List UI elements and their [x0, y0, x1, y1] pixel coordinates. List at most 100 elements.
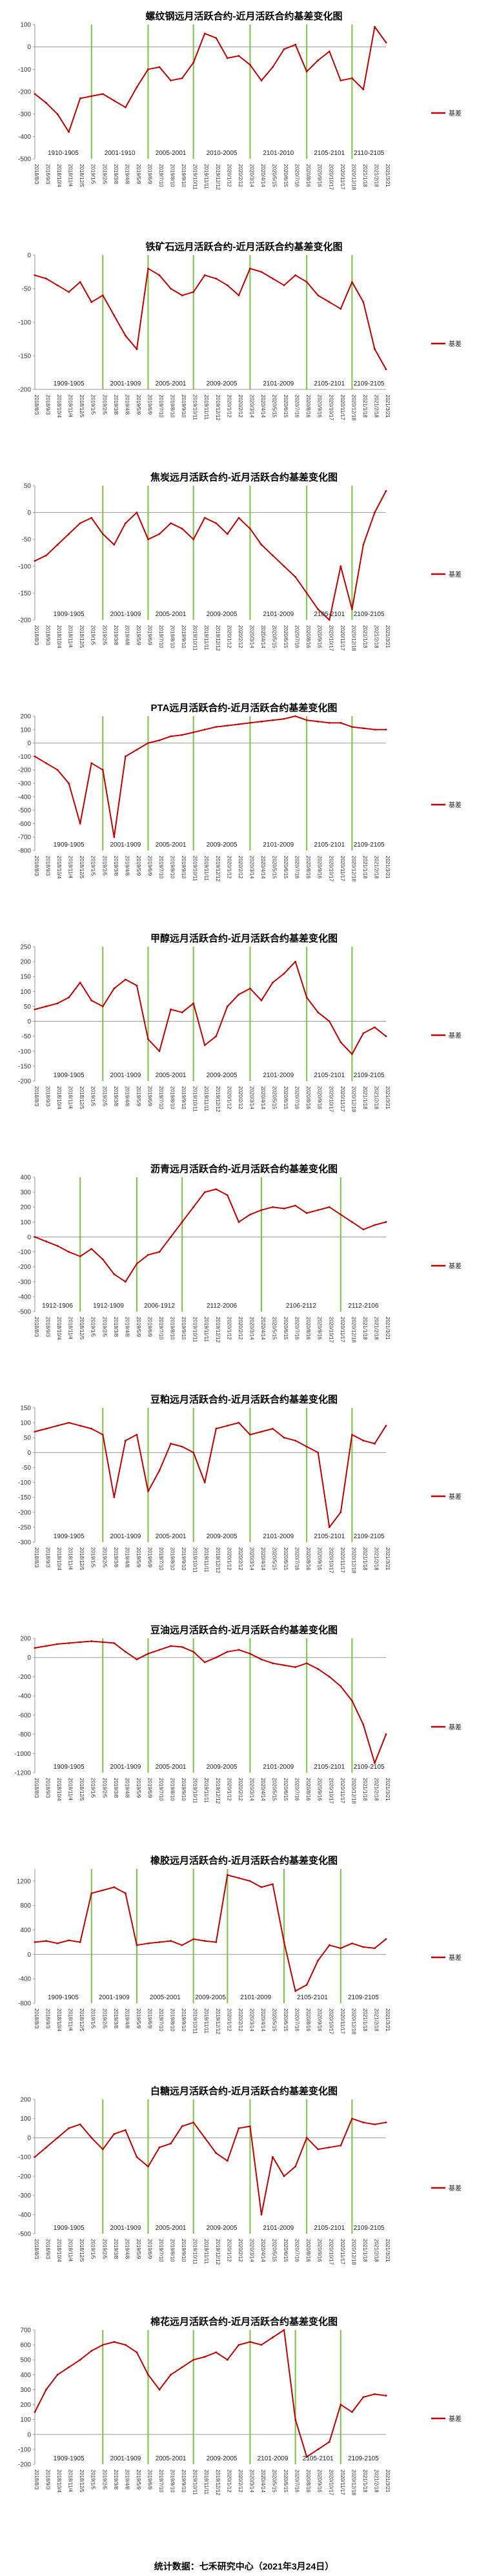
chart-title: 铁矿石远月活跃合约-近月活跃合约基差变化图: [145, 242, 343, 252]
data-point: [385, 489, 387, 492]
x-tick-label: 2020/3/14: [249, 395, 254, 418]
series-line: [34, 26, 387, 133]
x-tick-label: 2021/3/21: [385, 395, 391, 418]
x-tick-label: 2018/9/3: [45, 1547, 51, 1568]
x-tick-label: 2019/3/8: [113, 2469, 119, 2490]
y-tick-label: -800: [18, 848, 31, 855]
x-tick-label: 2020/5/15: [272, 164, 278, 187]
x-tick-label: 2018/11/4: [68, 2469, 74, 2493]
x-tick-label: 2020/12/18: [351, 2008, 356, 2035]
x-tick-label: 2020/4/14: [260, 2469, 266, 2493]
x-tick-label: 2019/2/5: [101, 1547, 107, 1568]
y-tick-label: 300: [20, 1190, 31, 1197]
x-tick-label: 2020/5/15: [272, 395, 278, 418]
y-tick-label: 250: [20, 944, 31, 951]
x-tick-label: 2019/6/9: [147, 2469, 152, 2490]
data-point: [328, 2440, 330, 2443]
data-point: [260, 720, 263, 723]
x-tick-label: 2018/10/4: [56, 1086, 62, 1109]
data-point: [374, 1026, 376, 1029]
y-tick-label: -500: [18, 156, 31, 163]
x-tick-label: 2019/2/5: [101, 1086, 107, 1107]
data-point: [294, 1439, 297, 1442]
data-point: [79, 2358, 81, 2361]
y-tick-label: 100: [20, 22, 31, 29]
chart-svg: -500 -400 -300 -200 -100 0 100 200 1909-1905 2001…: [18, 2097, 462, 2265]
x-tick-label: 2020/1/12: [226, 2239, 232, 2262]
x-tick-label: 2019/7/10: [158, 1317, 164, 1340]
data-point: [158, 2389, 161, 2391]
period-label: 2005-2001: [156, 1764, 187, 1771]
data-point: [90, 999, 93, 1002]
y-tick-label: -200: [18, 617, 31, 624]
x-tick-label: 2019/1/5: [90, 1086, 96, 1107]
period-label: 2105-2101: [314, 1072, 345, 1079]
y-tick-label: -400: [18, 1976, 31, 1983]
data-point: [238, 993, 240, 996]
x-tick-label: 2020/5/15: [272, 2008, 278, 2032]
data-point: [158, 1050, 161, 1053]
x-tick-label: 2021/2/18: [373, 395, 379, 418]
data-point: [317, 1451, 320, 1454]
data-point: [272, 982, 274, 984]
x-tick-label: 2019/9/10: [181, 856, 187, 879]
data-point: [351, 77, 353, 79]
x-tick-label: 2019/12/12: [215, 1547, 221, 1574]
period-label: 2009-2005: [207, 380, 238, 387]
x-tick-label: 2019/2/5: [101, 395, 107, 415]
x-tick-label: 2019/5/9: [136, 1317, 141, 1337]
x-tick-label: 2020/10/17: [328, 1317, 334, 1343]
y-tick-label: -800: [18, 2001, 31, 2008]
x-tick-label: 2019/1/5: [90, 1547, 96, 1568]
data-point: [328, 50, 330, 52]
x-tick-label: 2019/11/11: [203, 2469, 209, 2495]
x-tick-label: 2018/9/3: [45, 856, 51, 876]
x-tick-label: 2020/1/12: [226, 164, 232, 187]
series-line: [34, 1422, 387, 1528]
data-point: [68, 1939, 70, 1942]
x-tick-label: 2020/12/18: [351, 1778, 356, 1804]
x-tick-label: 2019/11/11: [203, 856, 209, 881]
x-tick-label: 2020/6/15: [283, 2469, 289, 2493]
x-tick-label: 2020/1/12: [226, 395, 232, 418]
x-tick-label: 2020/11/17: [340, 1778, 345, 1804]
chart-title: 白糖远月活跃合约-近月活跃合约基差变化图: [150, 2086, 338, 2097]
x-tick-label: 2019/4/8: [124, 395, 130, 415]
x-tick-label: 2018/10/4: [56, 164, 62, 187]
x-tick-label: 2019/9/10: [181, 1086, 187, 1109]
data-point: [249, 64, 251, 66]
data-point: [215, 2152, 218, 2154]
x-tick-label: 2020/9/16: [317, 395, 323, 418]
x-tick-label: 2019/9/10: [181, 2469, 187, 2493]
data-point: [249, 722, 251, 724]
period-label: 2101-2009: [263, 841, 294, 849]
data-point: [294, 43, 297, 46]
y-tick-label: -150: [18, 353, 31, 360]
data-point: [90, 1427, 93, 1430]
y-tick-label: 0: [27, 1952, 31, 1959]
x-tick-label: 2020/6/15: [283, 625, 289, 648]
y-tick-label: -300: [18, 1540, 31, 1547]
period-label: 2101-2009: [263, 1072, 294, 1079]
data-point: [362, 1439, 365, 1442]
x-tick-label: 2019/4/8: [124, 1086, 130, 1107]
data-point: [68, 782, 70, 785]
data-point: [45, 278, 47, 280]
y-tick-label: 0: [27, 2135, 31, 2142]
data-point: [215, 1188, 218, 1190]
data-point: [90, 95, 93, 98]
x-tick-label: 2020/10/17: [328, 1778, 334, 1804]
x-tick-label: 2021/2/18: [373, 856, 379, 879]
x-tick-label: 2020/8/16: [305, 1778, 311, 1801]
data-point: [181, 2125, 183, 2127]
x-tick-label: 2021/2/18: [373, 1317, 379, 1340]
data-point: [158, 533, 161, 535]
x-tick-label: 2018/10/4: [56, 1778, 62, 1801]
y-tick-label: -700: [18, 834, 31, 841]
data-point: [158, 1649, 161, 1651]
x-tick-label: 2021/2/18: [373, 1778, 379, 1801]
y-tick-label: 400: [20, 1927, 31, 1934]
period-label: 2005-2001: [156, 841, 187, 849]
period-label: 1909-1905: [54, 841, 85, 849]
